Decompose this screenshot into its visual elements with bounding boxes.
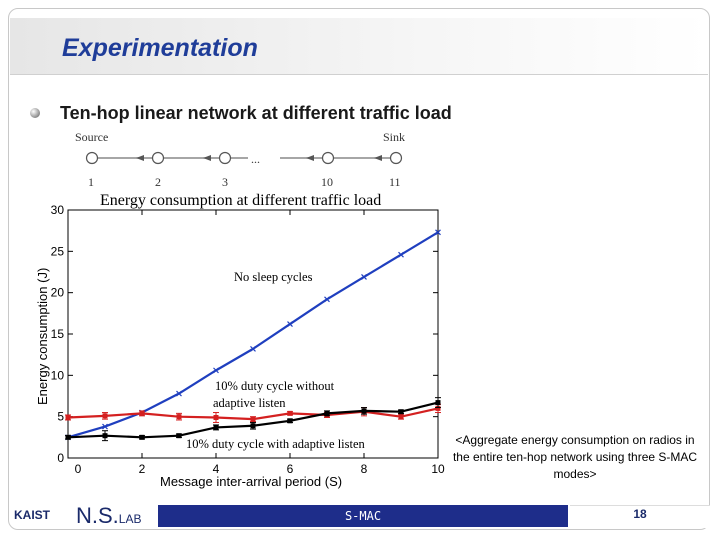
y-tick-label: 30 [51,203,65,217]
nslab-logo: N.S.LAB [76,503,141,529]
x-tick-label: 10 [431,462,445,476]
data-point [324,296,330,303]
x-axis-label: Message inter-arrival period (S) [160,474,343,489]
y-tick-label: 10 [51,368,65,382]
title-band [10,18,708,75]
node [85,151,99,165]
x-tick-label: 6 [287,462,294,476]
data-point [102,433,108,439]
chart-annotation: adaptive listen [213,396,286,410]
node-label: 2 [155,175,161,189]
footer-bar [158,505,568,527]
node [218,151,232,165]
data-point [287,410,293,416]
y-tick-label: 0 [57,451,64,465]
node-label: 1 [88,175,94,189]
arrow-icon [203,155,211,161]
data-point [361,274,367,280]
figure-caption: <Aggregate energy consumption on radios … [452,433,698,481]
arrow-icon [374,155,382,161]
footer-title: S-MAC [344,509,382,523]
chart-annotation: No sleep cycles [234,270,313,284]
arrow-icon [136,155,144,161]
kaist-logo: KAIST [14,508,50,522]
slide-frame [8,8,710,530]
data-point [139,410,145,416]
x-tick-label: 0 [75,462,82,476]
data-point [250,345,256,352]
data-point [65,434,71,440]
slide-title: Experimentation [62,34,258,62]
nslab-logo-ns: N.S. [76,503,119,528]
data-point [213,424,219,430]
data-point [176,414,182,420]
data-point [287,321,293,328]
nslab-logo-lab: LAB [118,512,142,526]
topology-diagram: Source Sink ... 1 2 3 10 11 [75,130,405,189]
chart-title: Energy consumption at different traffic … [100,192,382,209]
bullet-icon [30,108,40,118]
x-tick-label: 4 [213,462,220,476]
data-point [213,367,219,374]
data-point [398,414,404,420]
chart-annotation: 10% duty cycle with adaptive listen [186,437,366,451]
data-point [65,414,71,420]
y-tick-label: 20 [51,286,65,300]
data-point [435,400,441,406]
node-label: 10 [321,175,333,189]
x-tick-label: 8 [361,462,368,476]
chart-annotation: 10% duty cycle without [215,379,335,393]
y-tick-label: 15 [51,327,65,341]
source-label: Source [75,130,108,144]
data-point [287,418,293,424]
ellipsis-text: ... [251,152,260,166]
node-label: 11 [389,175,401,189]
y-tick-label: 5 [57,410,64,424]
data-point [398,409,404,415]
bullet-text: Ten-hop linear network at different traf… [60,103,452,123]
sink-label: Sink [383,130,405,144]
x-tick-label: 2 [139,462,146,476]
energy-chart: 0 5 10 15 20 25 30 0 2 4 6 8 10 No sleep cycles 10% du… [51,203,445,476]
page-number: 18 [633,507,647,521]
data-point [102,413,108,419]
data-point [435,229,441,236]
data-point [250,416,256,422]
data-point [361,408,367,414]
data-point [213,414,219,420]
node [321,151,335,165]
data-point [176,390,182,397]
data-point [250,423,256,429]
data-point [324,410,330,416]
data-point [398,251,404,258]
data-point [435,405,441,411]
arrow-icon [306,155,314,161]
node [151,151,165,165]
data-point [176,433,182,439]
page-number-box [570,505,710,528]
data-point [102,423,108,430]
node [389,151,403,165]
y-tick-label: 25 [51,244,65,258]
data-point [139,434,145,440]
node-label: 3 [222,175,228,189]
